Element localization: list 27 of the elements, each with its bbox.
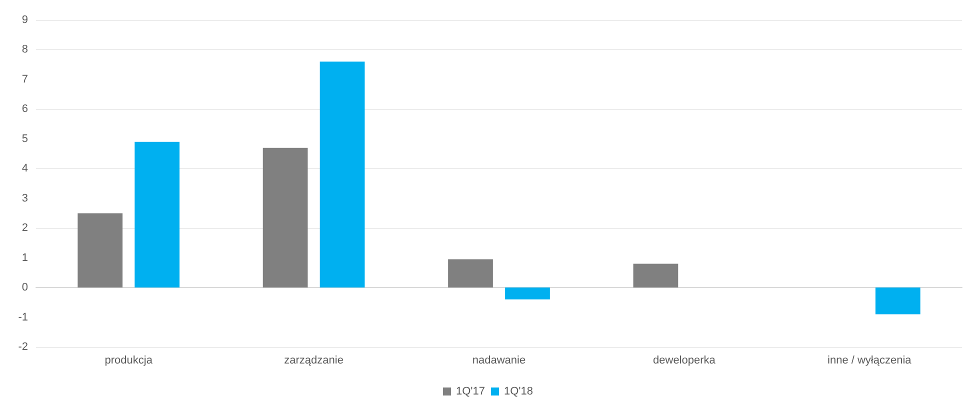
x-tick-label: produkcja: [104, 354, 154, 366]
y-tick-label: 6: [22, 103, 28, 116]
x-tick-label: inne / wyłączenia: [828, 354, 912, 366]
y-tick-label: 2: [22, 222, 28, 234]
legend-label: 1Q'17: [456, 386, 486, 398]
x-tick-label: nadawanie: [472, 354, 526, 366]
bar: [134, 142, 180, 288]
bar: [448, 259, 493, 288]
legend-label: 1Q'18: [504, 386, 534, 398]
bar: [875, 288, 920, 314]
y-tick-label: 8: [22, 44, 28, 56]
x-tick-label: zarządzanie: [284, 354, 344, 366]
bar: [262, 148, 308, 288]
y-tick-label: 3: [22, 192, 28, 204]
y-tick-label: -2: [18, 341, 28, 353]
y-tick-label: 7: [22, 73, 28, 86]
bar: [78, 213, 123, 288]
bar: [505, 288, 550, 300]
y-tick-label: 1: [22, 252, 28, 264]
bar: [320, 62, 365, 288]
y-tick-label: -1: [18, 311, 28, 324]
x-tick-label: deweloperka: [653, 354, 716, 366]
y-tick-label: 5: [22, 132, 28, 145]
y-tick-label: 9: [22, 14, 28, 26]
bar: [633, 264, 678, 288]
y-tick-label: 0: [22, 282, 28, 294]
y-tick-label: 4: [22, 162, 28, 175]
